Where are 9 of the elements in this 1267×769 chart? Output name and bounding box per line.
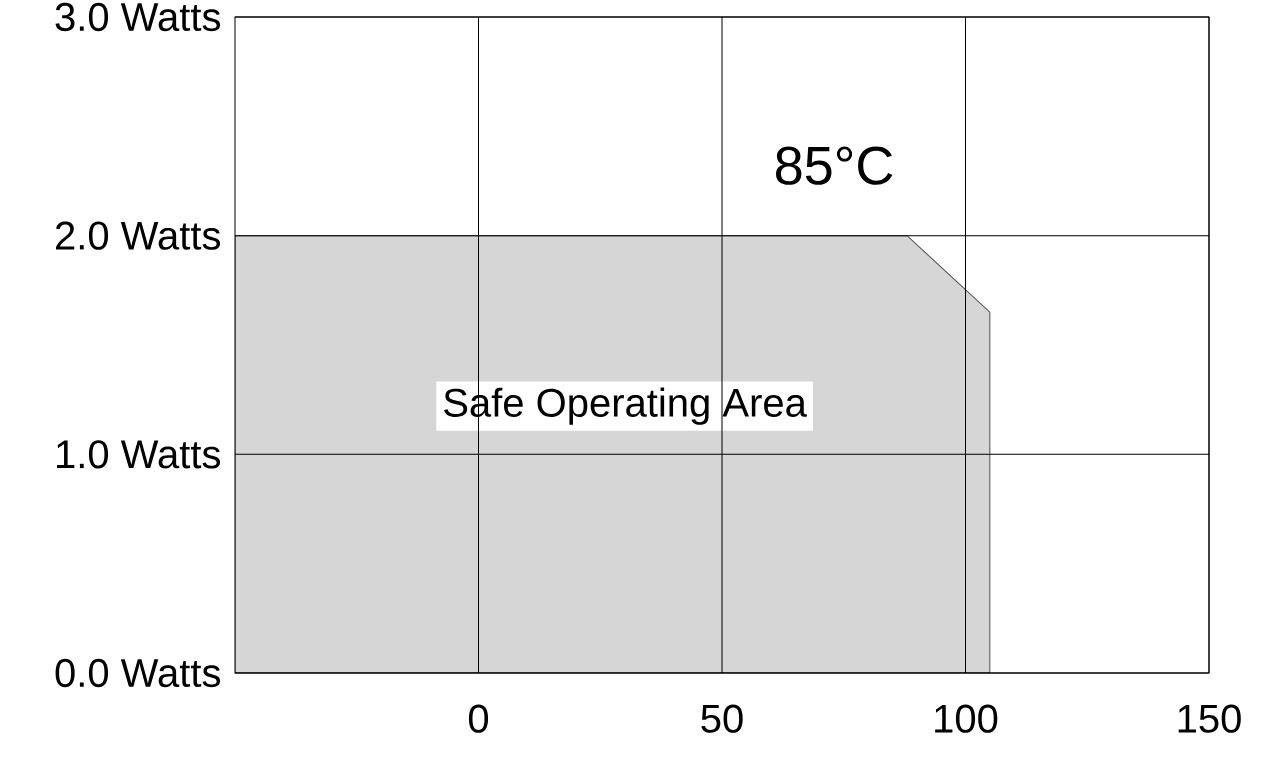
- y-tick-label: 1.0 Watts: [57, 440, 221, 469]
- x-tick-label: 0: [468, 704, 489, 733]
- x-tick-label: 100: [935, 704, 998, 733]
- x-tick-label: 50: [701, 704, 743, 733]
- annotation: 85°C: [776, 146, 893, 185]
- y-tick-label: 2.0 Watts: [56, 221, 221, 250]
- y-tick-label: 3.0 Watts: [55, 2, 221, 32]
- x-tick-label: 150: [1178, 704, 1241, 733]
- y-tick-label: 0.0 Watts: [55, 658, 221, 688]
